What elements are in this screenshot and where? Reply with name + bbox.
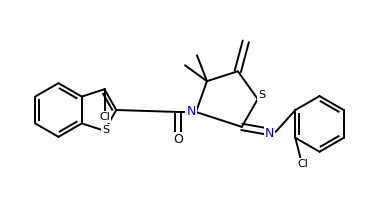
Text: S: S <box>258 90 265 100</box>
Text: N: N <box>186 106 196 118</box>
Text: Cl: Cl <box>297 159 308 169</box>
Text: O: O <box>173 133 183 146</box>
Text: S: S <box>102 125 109 135</box>
Text: N: N <box>265 127 274 140</box>
Text: Cl: Cl <box>99 112 110 122</box>
